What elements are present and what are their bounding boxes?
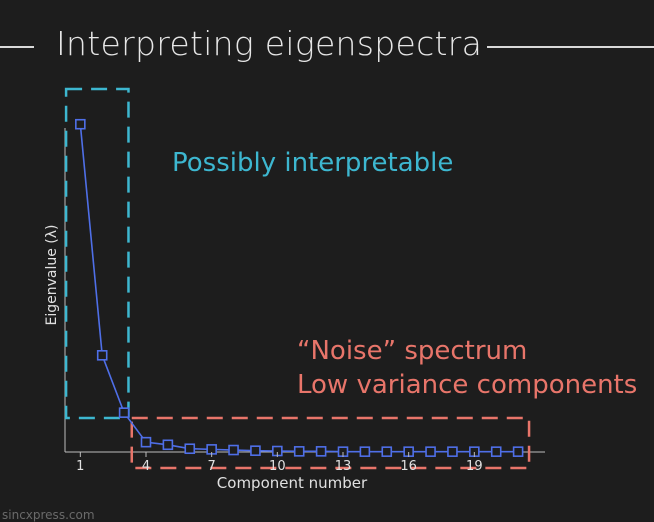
x-axis-label: Component number	[217, 474, 368, 492]
interpretable-annotation: Possibly interpretable	[172, 148, 453, 178]
x-tick-label-13: 13	[335, 459, 352, 474]
slide-title: Interpreting eigenspectra	[56, 24, 483, 63]
noise-annotation-line1: “Noise” spectrum	[297, 336, 527, 366]
x-tick-label-4: 4	[142, 459, 150, 474]
data-point-21	[512, 446, 524, 457]
title-rule-left	[0, 46, 34, 48]
data-point-18	[447, 446, 458, 457]
title-row: Interpreting eigenspectra	[0, 22, 654, 72]
watermark: sincxpress.com	[2, 508, 95, 522]
data-point-8	[228, 444, 239, 456]
interpretable-box	[64, 87, 130, 420]
data-point-14	[359, 446, 371, 457]
data-point-1	[75, 118, 86, 130]
x-tick-label-19: 19	[466, 459, 483, 474]
x-tick-label-7: 7	[208, 459, 216, 474]
x-tick-label-16: 16	[400, 459, 417, 474]
data-point-11	[293, 446, 305, 457]
title-rule-right	[487, 46, 654, 48]
data-point-9	[250, 445, 261, 456]
data-point-15	[381, 446, 393, 457]
x-ticks: 1 4 7 10 13 16 19	[76, 452, 483, 474]
data-point-5	[162, 439, 174, 451]
data-point-17	[425, 446, 436, 457]
data-point-2	[96, 350, 108, 361]
data-point-12	[315, 446, 327, 457]
data-point-6	[184, 443, 196, 455]
x-tick-label-1: 1	[76, 459, 84, 474]
noise-annotation-line2: Low variance components	[297, 370, 637, 400]
data-point-3	[118, 407, 130, 418]
data-point-20	[490, 446, 502, 457]
series-eigenvalues	[75, 118, 524, 457]
data-point-4	[140, 436, 152, 448]
x-tick-label-10: 10	[269, 459, 286, 474]
y-axis-label: Eigenvalue (λ)	[44, 224, 60, 325]
annotation-boxes	[64, 87, 531, 470]
